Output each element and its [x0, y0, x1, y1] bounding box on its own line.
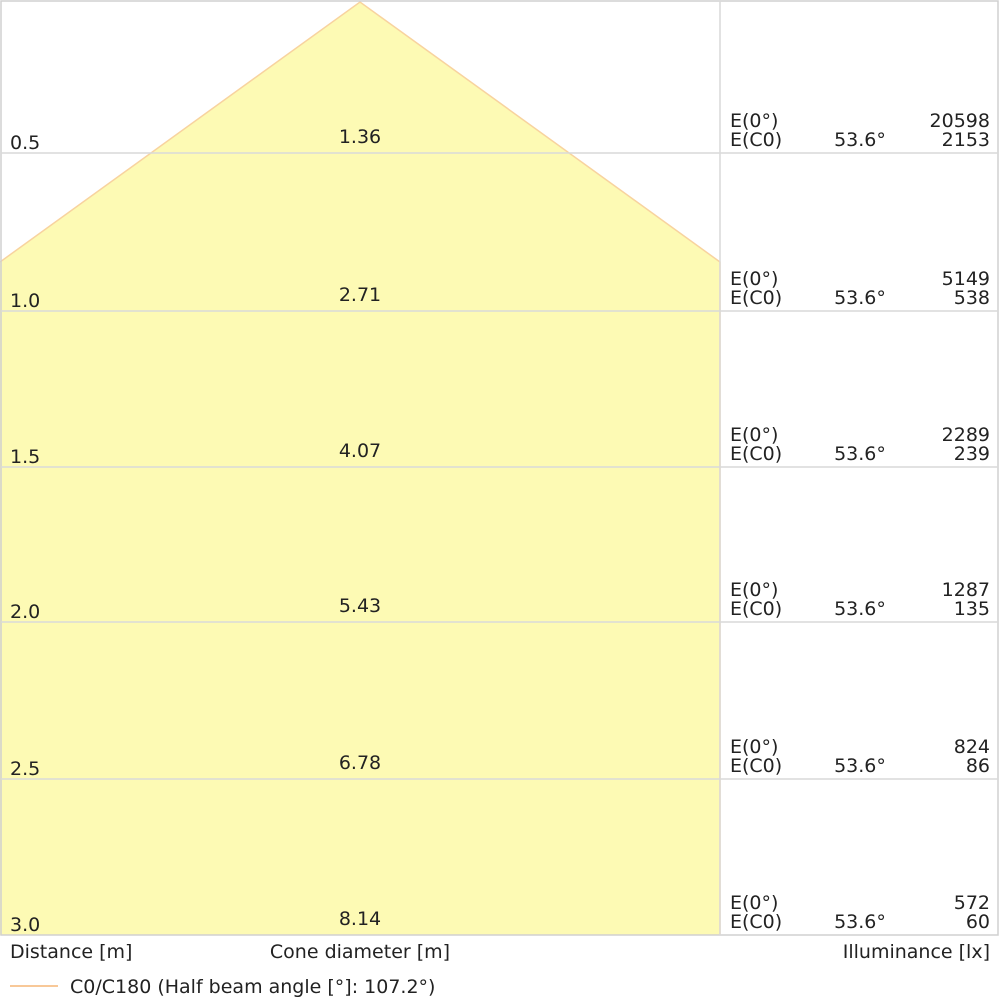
e0-value: 824 — [954, 736, 990, 758]
diameter-label: 1.36 — [339, 126, 381, 148]
e0-label: E(0°) — [730, 736, 778, 758]
e0-label: E(0°) — [730, 110, 778, 132]
ec0-value: 538 — [954, 287, 990, 309]
frame — [0, 0, 999, 936]
light-cone — [0, 2, 720, 935]
e0-value: 572 — [954, 892, 990, 914]
angle-label: 53.6° — [834, 598, 886, 620]
e0-label: E(0°) — [730, 579, 778, 601]
diameter-axis-label: Cone diameter [m] — [270, 941, 450, 963]
angle-label: 53.6° — [834, 755, 886, 777]
ec0-label: E(C0) — [730, 287, 782, 309]
distance-label: 3.0 — [10, 914, 40, 936]
diameter-label: 6.78 — [339, 752, 381, 774]
distance-axis-label: Distance [m] — [10, 941, 132, 963]
illuminance-axis-label: Illuminance [lx] — [843, 941, 990, 963]
angle-label: 53.6° — [834, 287, 886, 309]
e0-value: 1287 — [942, 579, 990, 601]
e0-label: E(0°) — [730, 424, 778, 446]
ec0-value: 239 — [954, 443, 990, 465]
diameter-label: 4.07 — [339, 440, 381, 462]
diameter-label: 5.43 — [339, 595, 381, 617]
angle-label: 53.6° — [834, 911, 886, 933]
distance-label: 1.5 — [10, 446, 40, 468]
ec0-value: 60 — [966, 911, 990, 933]
ec0-label: E(C0) — [730, 598, 782, 620]
e0-value: 2289 — [942, 424, 990, 446]
ec0-value: 86 — [966, 755, 990, 777]
e0-label: E(0°) — [730, 892, 778, 914]
ec0-label: E(C0) — [730, 911, 782, 933]
distance-label: 2.0 — [10, 601, 40, 623]
angle-label: 53.6° — [834, 129, 886, 151]
distance-label: 1.0 — [10, 290, 40, 312]
ec0-label: E(C0) — [730, 755, 782, 777]
ec0-value: 135 — [954, 598, 990, 620]
ec0-value: 2153 — [942, 129, 990, 151]
angle-label: 53.6° — [834, 443, 886, 465]
ec0-label: E(C0) — [730, 443, 782, 465]
diameter-label: 8.14 — [339, 908, 381, 930]
e0-value: 20598 — [930, 110, 990, 132]
legend-label: C0/C180 (Half beam angle [°]: 107.2°) — [70, 976, 435, 998]
distance-label: 0.5 — [10, 132, 40, 154]
ec0-label: E(C0) — [730, 129, 782, 151]
e0-label: E(0°) — [730, 268, 778, 290]
distance-label: 2.5 — [10, 758, 40, 780]
diameter-label: 2.71 — [339, 284, 381, 306]
e0-value: 5149 — [942, 268, 990, 290]
